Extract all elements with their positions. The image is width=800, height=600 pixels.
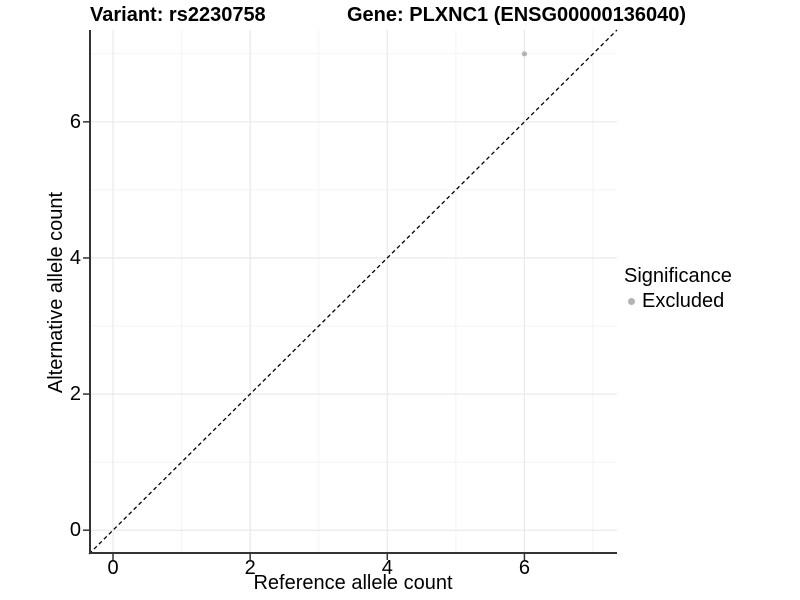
legend-item-label: Excluded	[642, 290, 725, 312]
identity-line	[88, 29, 618, 555]
legend: Significance Excluded	[624, 265, 732, 313]
y-tick-label: 0	[69, 519, 81, 542]
y-tick-label: 6	[69, 110, 81, 133]
legend-item-excluded: Excluded	[624, 290, 732, 313]
y-tick-label: 2	[69, 383, 81, 406]
gridlines-minor	[89, 30, 617, 554]
x-tick-label: 0	[107, 557, 119, 579]
plot-panel	[83, 29, 618, 560]
legend-title: Significance	[624, 265, 732, 287]
gene-title: Gene: PLXNC1 (ENSG00000136040)	[347, 4, 687, 26]
axis-lines	[89, 30, 617, 554]
axis-tick-marks	[83, 121, 526, 560]
y-axis-title-wrap: Alternative allele count	[44, 30, 70, 554]
gridlines-major	[89, 30, 617, 554]
data-points	[521, 51, 528, 57]
excluded-point-swatch	[628, 298, 635, 305]
x-tick-label: 6	[518, 557, 530, 579]
y-axis-title: Alternative allele count	[45, 191, 68, 393]
variant-title: Variant: rs2230758	[90, 4, 266, 26]
x-axis-title: Reference allele count	[253, 572, 453, 594]
y-tick-label: 4	[69, 246, 81, 269]
x-tick-label: 4	[381, 557, 393, 579]
x-tick-label: 2	[244, 557, 256, 579]
chart-canvas	[83, 29, 618, 560]
data-point	[521, 51, 528, 57]
